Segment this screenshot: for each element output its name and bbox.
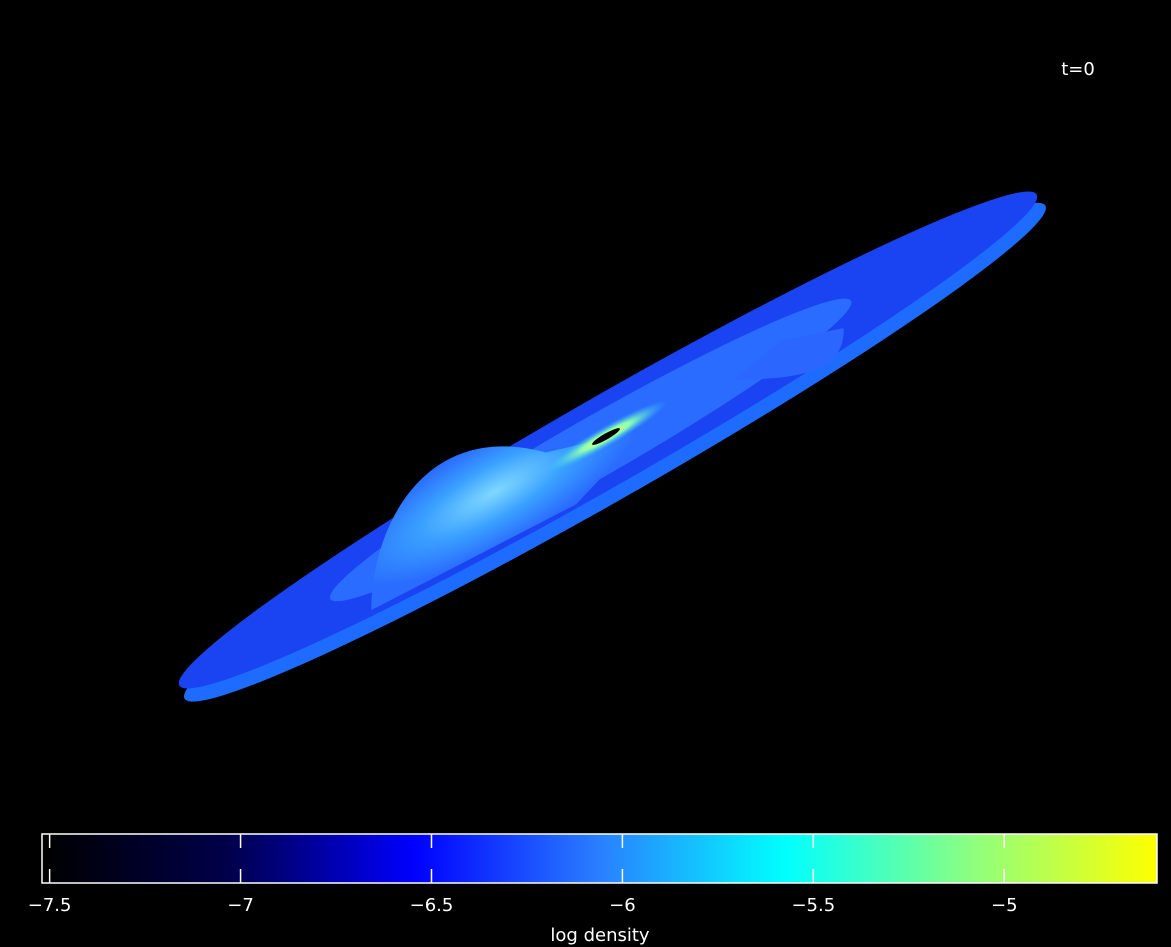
tick-label: −6.5 [410,895,454,916]
tick-label: −5.5 [791,895,835,916]
tick-label: −7.5 [28,895,72,916]
time-label: t=0 [1061,59,1095,80]
page: {"annotation": "t=0", "colorbar": {"labe… [0,0,1171,947]
tick-label: −6 [609,895,636,916]
tick-label: −7 [227,895,254,916]
colorbar-label: log density [550,925,650,946]
tick-label: −5 [991,895,1018,916]
colorbar-bar [42,834,1157,883]
render: t=0 log density −7.5 −7 −6.5 −6 −5.5 −5 [0,0,1171,947]
